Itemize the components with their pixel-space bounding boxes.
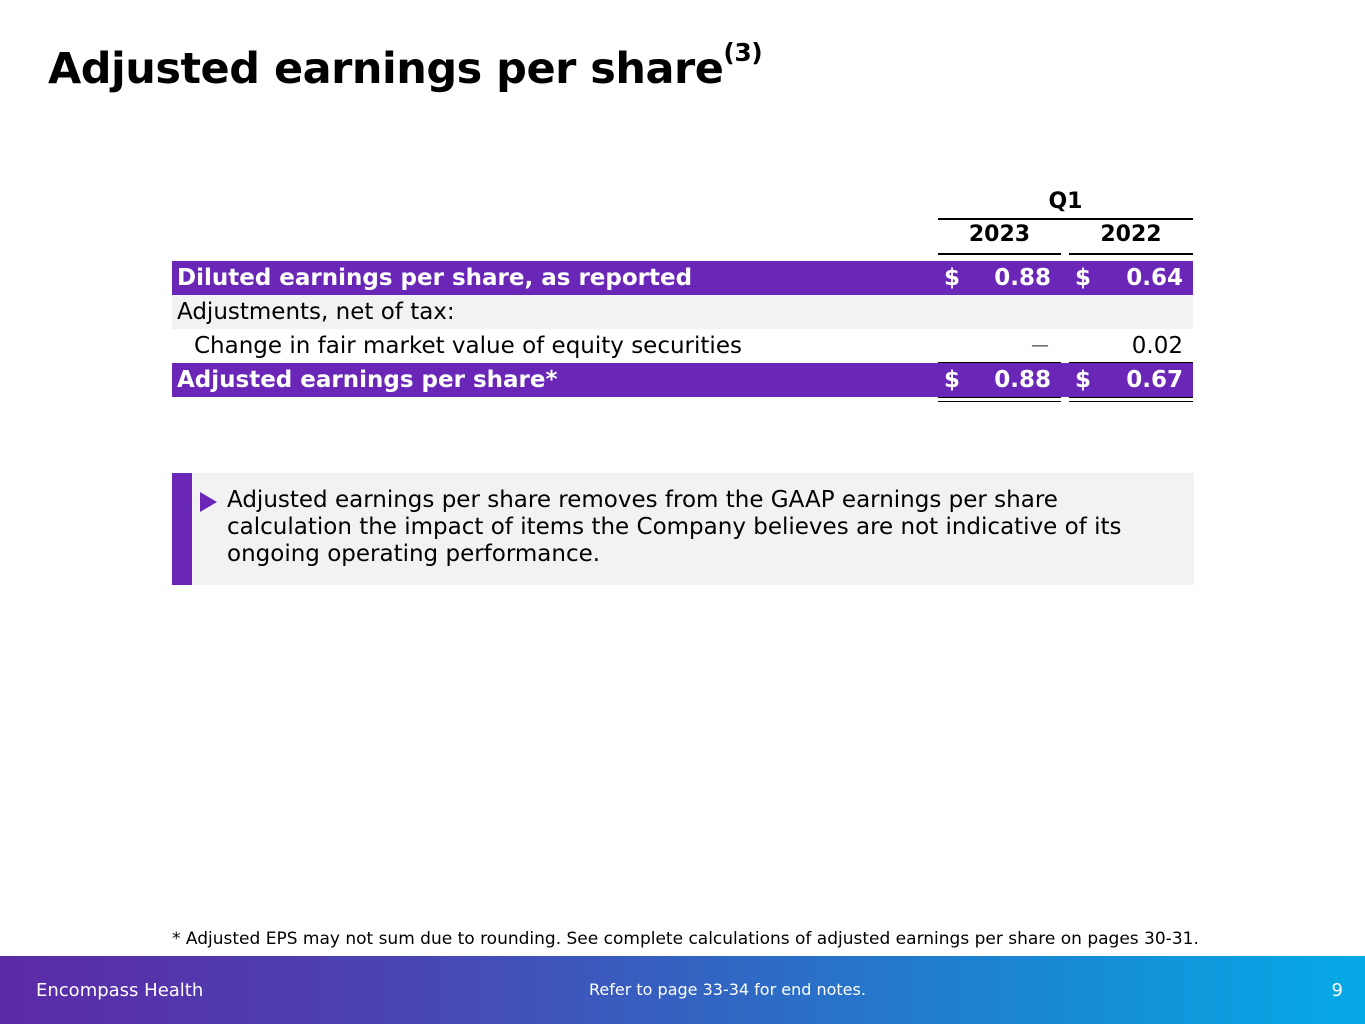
value: 0.02 <box>1131 333 1183 359</box>
cell-2023: — <box>938 329 1061 364</box>
year-header-2023: 2023 <box>938 222 1061 255</box>
value: 0.88 <box>994 367 1051 393</box>
cell-2023: $ 0.88 <box>938 363 1061 397</box>
table-row-fair-value-change: Change in fair market value of equity se… <box>172 329 1193 364</box>
value: — <box>1031 335 1049 356</box>
double-underline-2023 <box>938 397 1061 402</box>
value: 0.67 <box>1126 367 1183 393</box>
row-label: Adjustments, net of tax: <box>177 299 455 325</box>
table-row-adjusted-eps: Adjusted earnings per share* $ 0.88 $ 0.… <box>172 363 1193 397</box>
cell-2022: $ 0.64 <box>1069 261 1193 295</box>
footnote: * Adjusted EPS may not sum due to roundi… <box>172 929 1199 949</box>
double-underline-2022 <box>1069 397 1193 402</box>
footer-bar: Encompass Health Refer to page 33-34 for… <box>0 956 1365 1024</box>
value: 0.64 <box>1126 265 1183 291</box>
page-title-text: Adjusted earnings per share <box>48 44 724 94</box>
row-label: Diluted earnings per share, as reported <box>177 265 693 291</box>
period-header-rule <box>938 218 1193 220</box>
page-title: Adjusted earnings per share(3) <box>48 38 763 94</box>
callout-note: Adjusted earnings per share removes from… <box>172 473 1194 585</box>
currency-symbol: $ <box>944 367 961 393</box>
cell-2022: $ 0.67 <box>1069 363 1193 397</box>
currency-symbol: $ <box>1075 367 1092 393</box>
callout-text: Adjusted earnings per share removes from… <box>227 487 1122 567</box>
row-label: Change in fair market value of equity se… <box>194 333 742 359</box>
table-row-diluted-eps: Diluted earnings per share, as reported … <box>172 261 1193 295</box>
currency-symbol: $ <box>944 265 961 291</box>
cell-2023: $ 0.88 <box>938 261 1061 295</box>
footer-brand: Encompass Health <box>36 980 204 1001</box>
title-endnote-ref: (3) <box>723 38 763 67</box>
footer-endnotes-ref: Refer to page 33-34 for end notes. <box>589 980 866 999</box>
table-row-adjustments: Adjustments, net of tax: <box>172 295 1193 329</box>
year-header-2022: 2022 <box>1069 222 1193 255</box>
triangle-bullet-icon <box>200 492 217 512</box>
page-number: 9 <box>1331 980 1343 1001</box>
callout-accent-bar <box>172 473 192 585</box>
period-header: Q1 <box>1048 189 1083 214</box>
value: 0.88 <box>994 265 1051 291</box>
row-label: Adjusted earnings per share* <box>177 367 558 393</box>
currency-symbol: $ <box>1075 265 1092 291</box>
cell-2022: 0.02 <box>1069 329 1193 364</box>
